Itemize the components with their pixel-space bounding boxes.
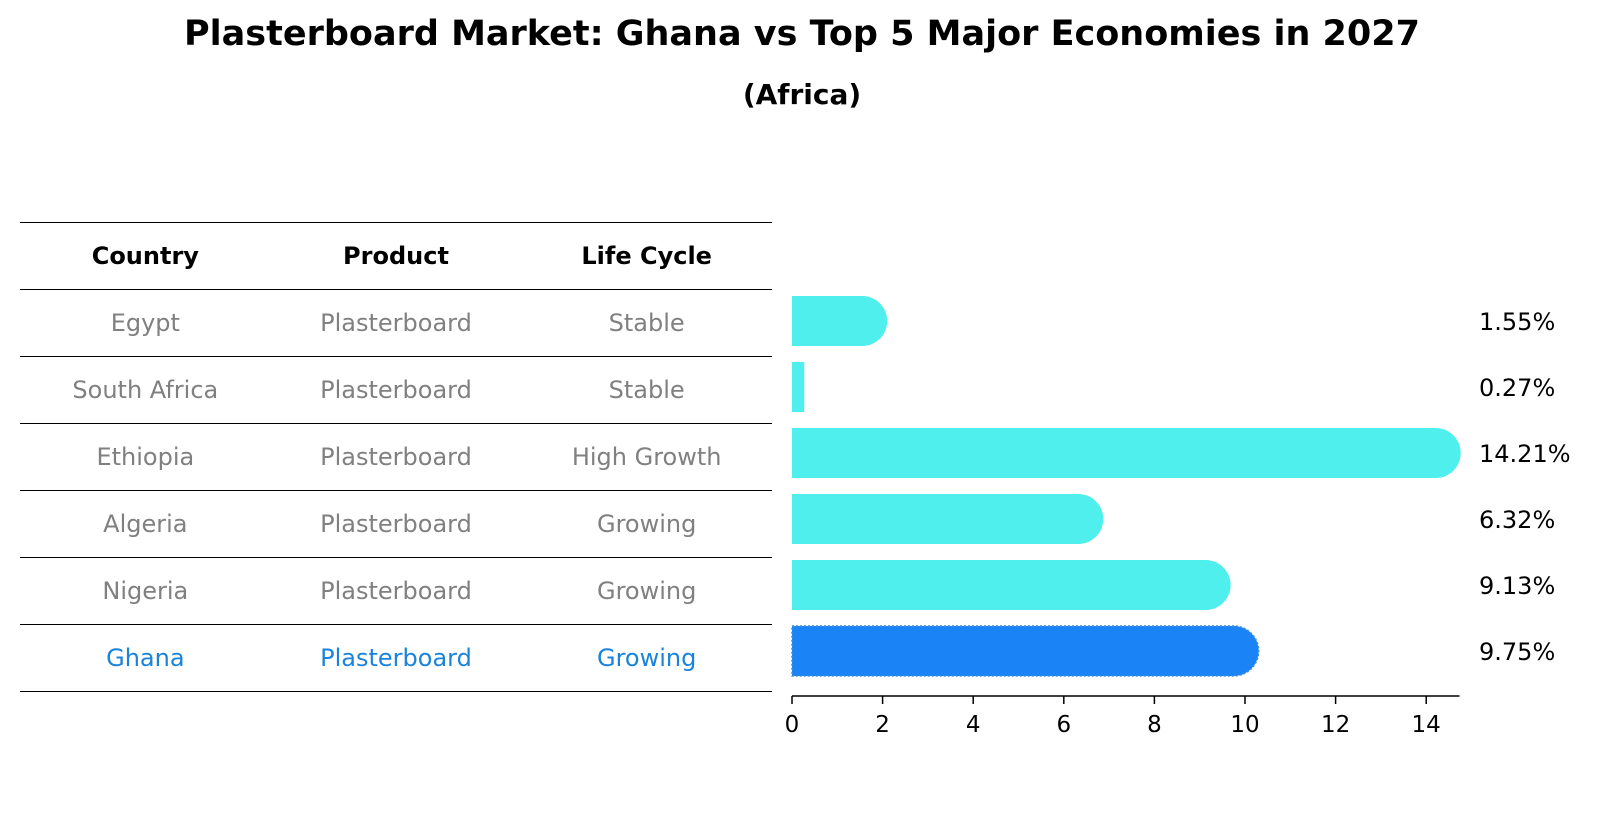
x-tick-label: 12 bbox=[1321, 712, 1350, 738]
cell-country: Algeria bbox=[20, 490, 271, 558]
value-label: 14.21% bbox=[1479, 440, 1571, 468]
cell-life-cycle: Growing bbox=[521, 490, 772, 558]
cell-country: Ethiopia bbox=[20, 423, 271, 491]
cell-country: Ghana bbox=[20, 624, 271, 692]
value-label: 1.55% bbox=[1479, 308, 1555, 336]
bar bbox=[792, 494, 1104, 544]
header-country: Country bbox=[20, 222, 271, 290]
cell-product: Plasterboard bbox=[270, 356, 522, 424]
bar bbox=[792, 296, 888, 346]
bar bbox=[792, 428, 1461, 478]
bar-highlight bbox=[791, 625, 1260, 677]
cell-life-cycle: High Growth bbox=[521, 423, 772, 491]
table-row: Egypt Plasterboard Stable bbox=[20, 289, 772, 357]
table-row-highlight: Ghana Plasterboard Growing bbox=[20, 624, 772, 692]
cell-life-cycle: Stable bbox=[521, 289, 772, 357]
cell-product: Plasterboard bbox=[270, 624, 522, 692]
x-tick-label: 6 bbox=[1056, 712, 1071, 738]
table-row: Algeria Plasterboard Growing bbox=[20, 490, 772, 558]
bar bbox=[792, 560, 1231, 610]
cell-life-cycle: Growing bbox=[521, 624, 772, 692]
cell-country: Nigeria bbox=[20, 557, 271, 625]
cell-product: Plasterboard bbox=[270, 490, 522, 558]
x-tick-label: 14 bbox=[1412, 712, 1441, 738]
header-life-cycle: Life Cycle bbox=[521, 222, 772, 290]
x-tick-label: 2 bbox=[875, 712, 890, 738]
x-tick-label: 10 bbox=[1230, 712, 1259, 738]
bar bbox=[792, 362, 805, 412]
cell-country: South Africa bbox=[20, 356, 271, 424]
table-row: Ethiopia Plasterboard High Growth bbox=[20, 423, 772, 491]
cell-life-cycle: Stable bbox=[521, 356, 772, 424]
cell-product: Plasterboard bbox=[270, 423, 522, 491]
table-row: Nigeria Plasterboard Growing bbox=[20, 557, 772, 625]
value-label: 9.13% bbox=[1479, 572, 1555, 600]
cell-product: Plasterboard bbox=[270, 557, 522, 625]
x-tick-label: 4 bbox=[966, 712, 981, 738]
table-row: South Africa Plasterboard Stable bbox=[20, 356, 772, 424]
cell-life-cycle: Growing bbox=[521, 557, 772, 625]
chart-subtitle: (Africa) bbox=[742, 78, 862, 111]
data-table: Country Product Life Cycle Egypt Plaster… bbox=[20, 222, 772, 692]
cell-country: Egypt bbox=[20, 289, 271, 357]
header-product: Product bbox=[270, 222, 522, 290]
value-label: 9.75% bbox=[1479, 638, 1555, 666]
x-tick-label: 8 bbox=[1147, 712, 1162, 738]
chart-title: Plasterboard Market: Ghana vs Top 5 Majo… bbox=[184, 14, 1420, 54]
table-header-row: Country Product Life Cycle bbox=[20, 222, 772, 290]
value-label: 0.27% bbox=[1479, 374, 1555, 402]
x-tick-label: 0 bbox=[785, 712, 800, 738]
cell-product: Plasterboard bbox=[270, 289, 522, 357]
value-label: 6.32% bbox=[1479, 506, 1555, 534]
